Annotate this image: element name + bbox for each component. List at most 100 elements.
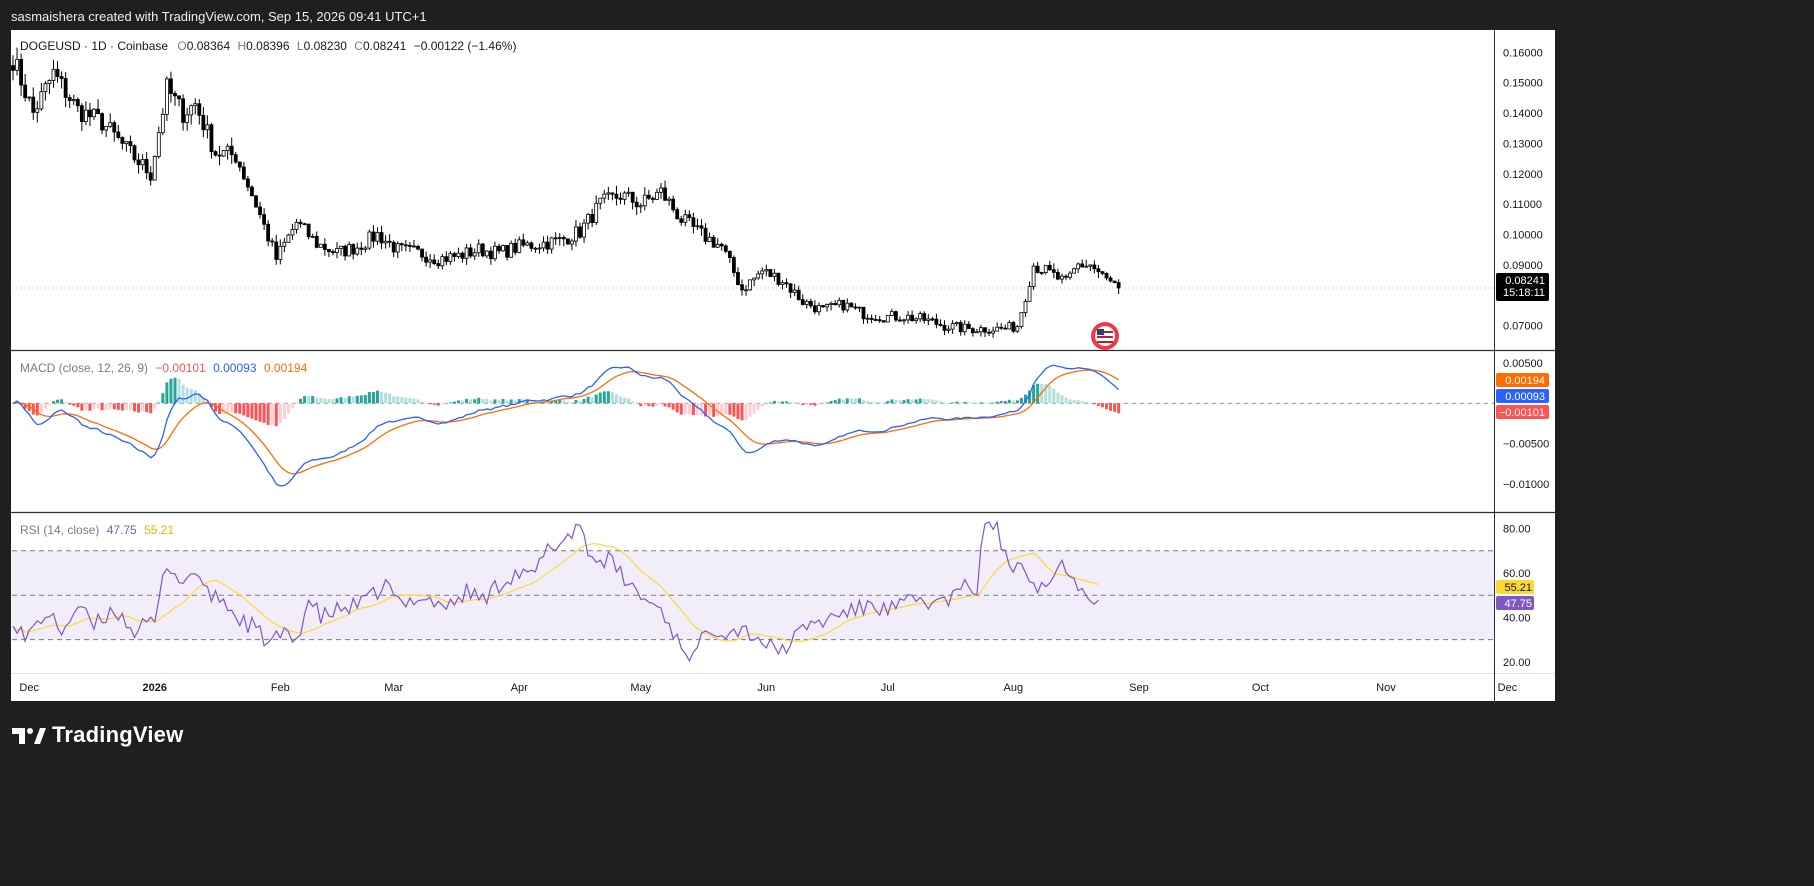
time-tick-label: Oct <box>1252 682 1269 694</box>
rsi-tick-label: 20.00 <box>1503 657 1531 669</box>
candle-body <box>124 141 129 144</box>
macd-histogram-bar <box>493 399 497 404</box>
macd-histogram-bar <box>979 402 983 404</box>
price-tick-label: 0.09000 <box>1503 260 1543 272</box>
macd-histogram-bar <box>461 400 465 404</box>
candle-body <box>1072 268 1076 274</box>
macd-histogram-bar <box>999 401 1003 404</box>
macd-histogram-bar <box>574 399 578 404</box>
signal-badge[interactable]: 0.00194 <box>1496 373 1549 387</box>
macd-histogram-bar <box>619 396 622 404</box>
candle-body <box>918 313 923 320</box>
macd-histogram-bar <box>43 403 47 409</box>
candle-body <box>671 198 676 211</box>
candle-body <box>367 231 372 249</box>
hist-badge[interactable]: −0.00101 <box>1496 405 1549 419</box>
macd-histogram-bar <box>60 399 64 404</box>
candle-body <box>456 252 461 257</box>
macd-histogram-bar <box>1011 400 1015 404</box>
candle-body <box>736 272 740 286</box>
candle-body <box>92 108 96 118</box>
macd-histogram-bar <box>821 403 825 405</box>
candle-body <box>444 256 449 262</box>
macd-histogram-bar <box>408 398 412 404</box>
macd-histogram-bar <box>473 399 477 404</box>
macd-badge[interactable]: 0.00093 <box>1496 389 1549 403</box>
candle-body <box>910 314 914 322</box>
attribution-bar: sasmaishera created with TradingView.com… <box>0 0 1568 30</box>
candle-body <box>1015 326 1020 332</box>
time-tick-label: Apr <box>511 682 528 694</box>
candle-body <box>128 141 133 147</box>
candle-body <box>719 243 724 247</box>
macd-histogram-bar <box>1024 394 1027 404</box>
price-tick-label: 0.16000 <box>1503 47 1543 59</box>
candle-body <box>104 126 109 131</box>
macd-histogram-bar <box>1080 401 1084 404</box>
macd-histogram-bar <box>339 397 343 404</box>
macd-histogram-bar <box>104 403 108 411</box>
candle-body <box>962 323 967 333</box>
candle-body <box>557 237 562 239</box>
time-tick-label: Nov <box>1376 682 1396 694</box>
tradingview-logo-icon <box>12 728 46 744</box>
macd-histogram-bar <box>606 391 610 404</box>
candle-body <box>436 263 441 267</box>
candle-body <box>27 96 32 99</box>
macd-histogram-bar <box>906 399 910 404</box>
macd-histogram-bar <box>610 392 614 404</box>
macd-histogram-bar <box>254 403 258 421</box>
macd-histogram-bar <box>392 396 396 404</box>
macd-histogram-bar <box>700 403 703 415</box>
candle-body <box>642 194 647 207</box>
candle-body <box>84 109 88 122</box>
candle-body <box>501 245 505 252</box>
chart-svg[interactable]: 0.16000 0.15000 0.14000 0.13000 0.12000 0.110… <box>0 0 1568 766</box>
macd-histogram-bar <box>971 402 975 404</box>
candle-body <box>679 218 684 223</box>
candle-body <box>19 59 24 86</box>
chart-area[interactable] <box>11 30 1555 701</box>
candle-body <box>630 191 635 203</box>
candle-body <box>800 299 805 305</box>
candle-body <box>448 253 453 262</box>
candle-body <box>922 313 927 321</box>
macd-histogram-bar <box>934 400 938 404</box>
macd-histogram-bar <box>756 403 760 410</box>
candle-body <box>468 247 473 257</box>
candle-body <box>140 159 145 166</box>
macd-tick-label: 0.00500 <box>1503 358 1543 370</box>
candle-body <box>59 76 64 79</box>
candle-body <box>987 331 991 334</box>
macd-histogram-bar <box>412 398 416 404</box>
macd-histogram-bar <box>242 403 246 416</box>
candle-body <box>375 232 380 242</box>
macd-histogram-bar <box>246 403 250 418</box>
symbol-label[interactable]: DOGEUSD · 1D · Coinbase <box>20 39 169 53</box>
macd-histogram-bar <box>68 403 72 405</box>
macd-histogram-bar <box>311 396 315 404</box>
tradingview-brand[interactable]: TradingView <box>12 720 183 750</box>
signal-badge-text: 0.00194 <box>1505 375 1545 387</box>
macd-histogram-bar <box>910 399 914 404</box>
rsi-title[interactable]: RSI (14, close) <box>20 523 100 537</box>
macd-histogram-bar <box>452 401 456 404</box>
macd-histogram-bar <box>704 403 708 417</box>
signal-badge-bg <box>1496 373 1549 387</box>
candle-body <box>270 240 275 243</box>
macd-line <box>12 364 1120 487</box>
candle-body <box>529 242 534 249</box>
candle-body <box>493 245 497 260</box>
macd-histogram-bar <box>651 403 655 407</box>
macd-histogram-bar <box>384 392 388 404</box>
candle-body <box>229 145 234 156</box>
macd-title[interactable]: MACD (close, 12, 26, 9) <box>20 361 149 375</box>
macd-histogram-bar <box>400 397 404 404</box>
candle-body <box>1056 272 1060 280</box>
candle-body <box>266 223 271 242</box>
macd-histogram-bar <box>533 401 537 404</box>
macd-tick-label: −0.01000 <box>1503 479 1549 491</box>
candle-body <box>979 327 983 333</box>
candle-body <box>391 241 396 253</box>
